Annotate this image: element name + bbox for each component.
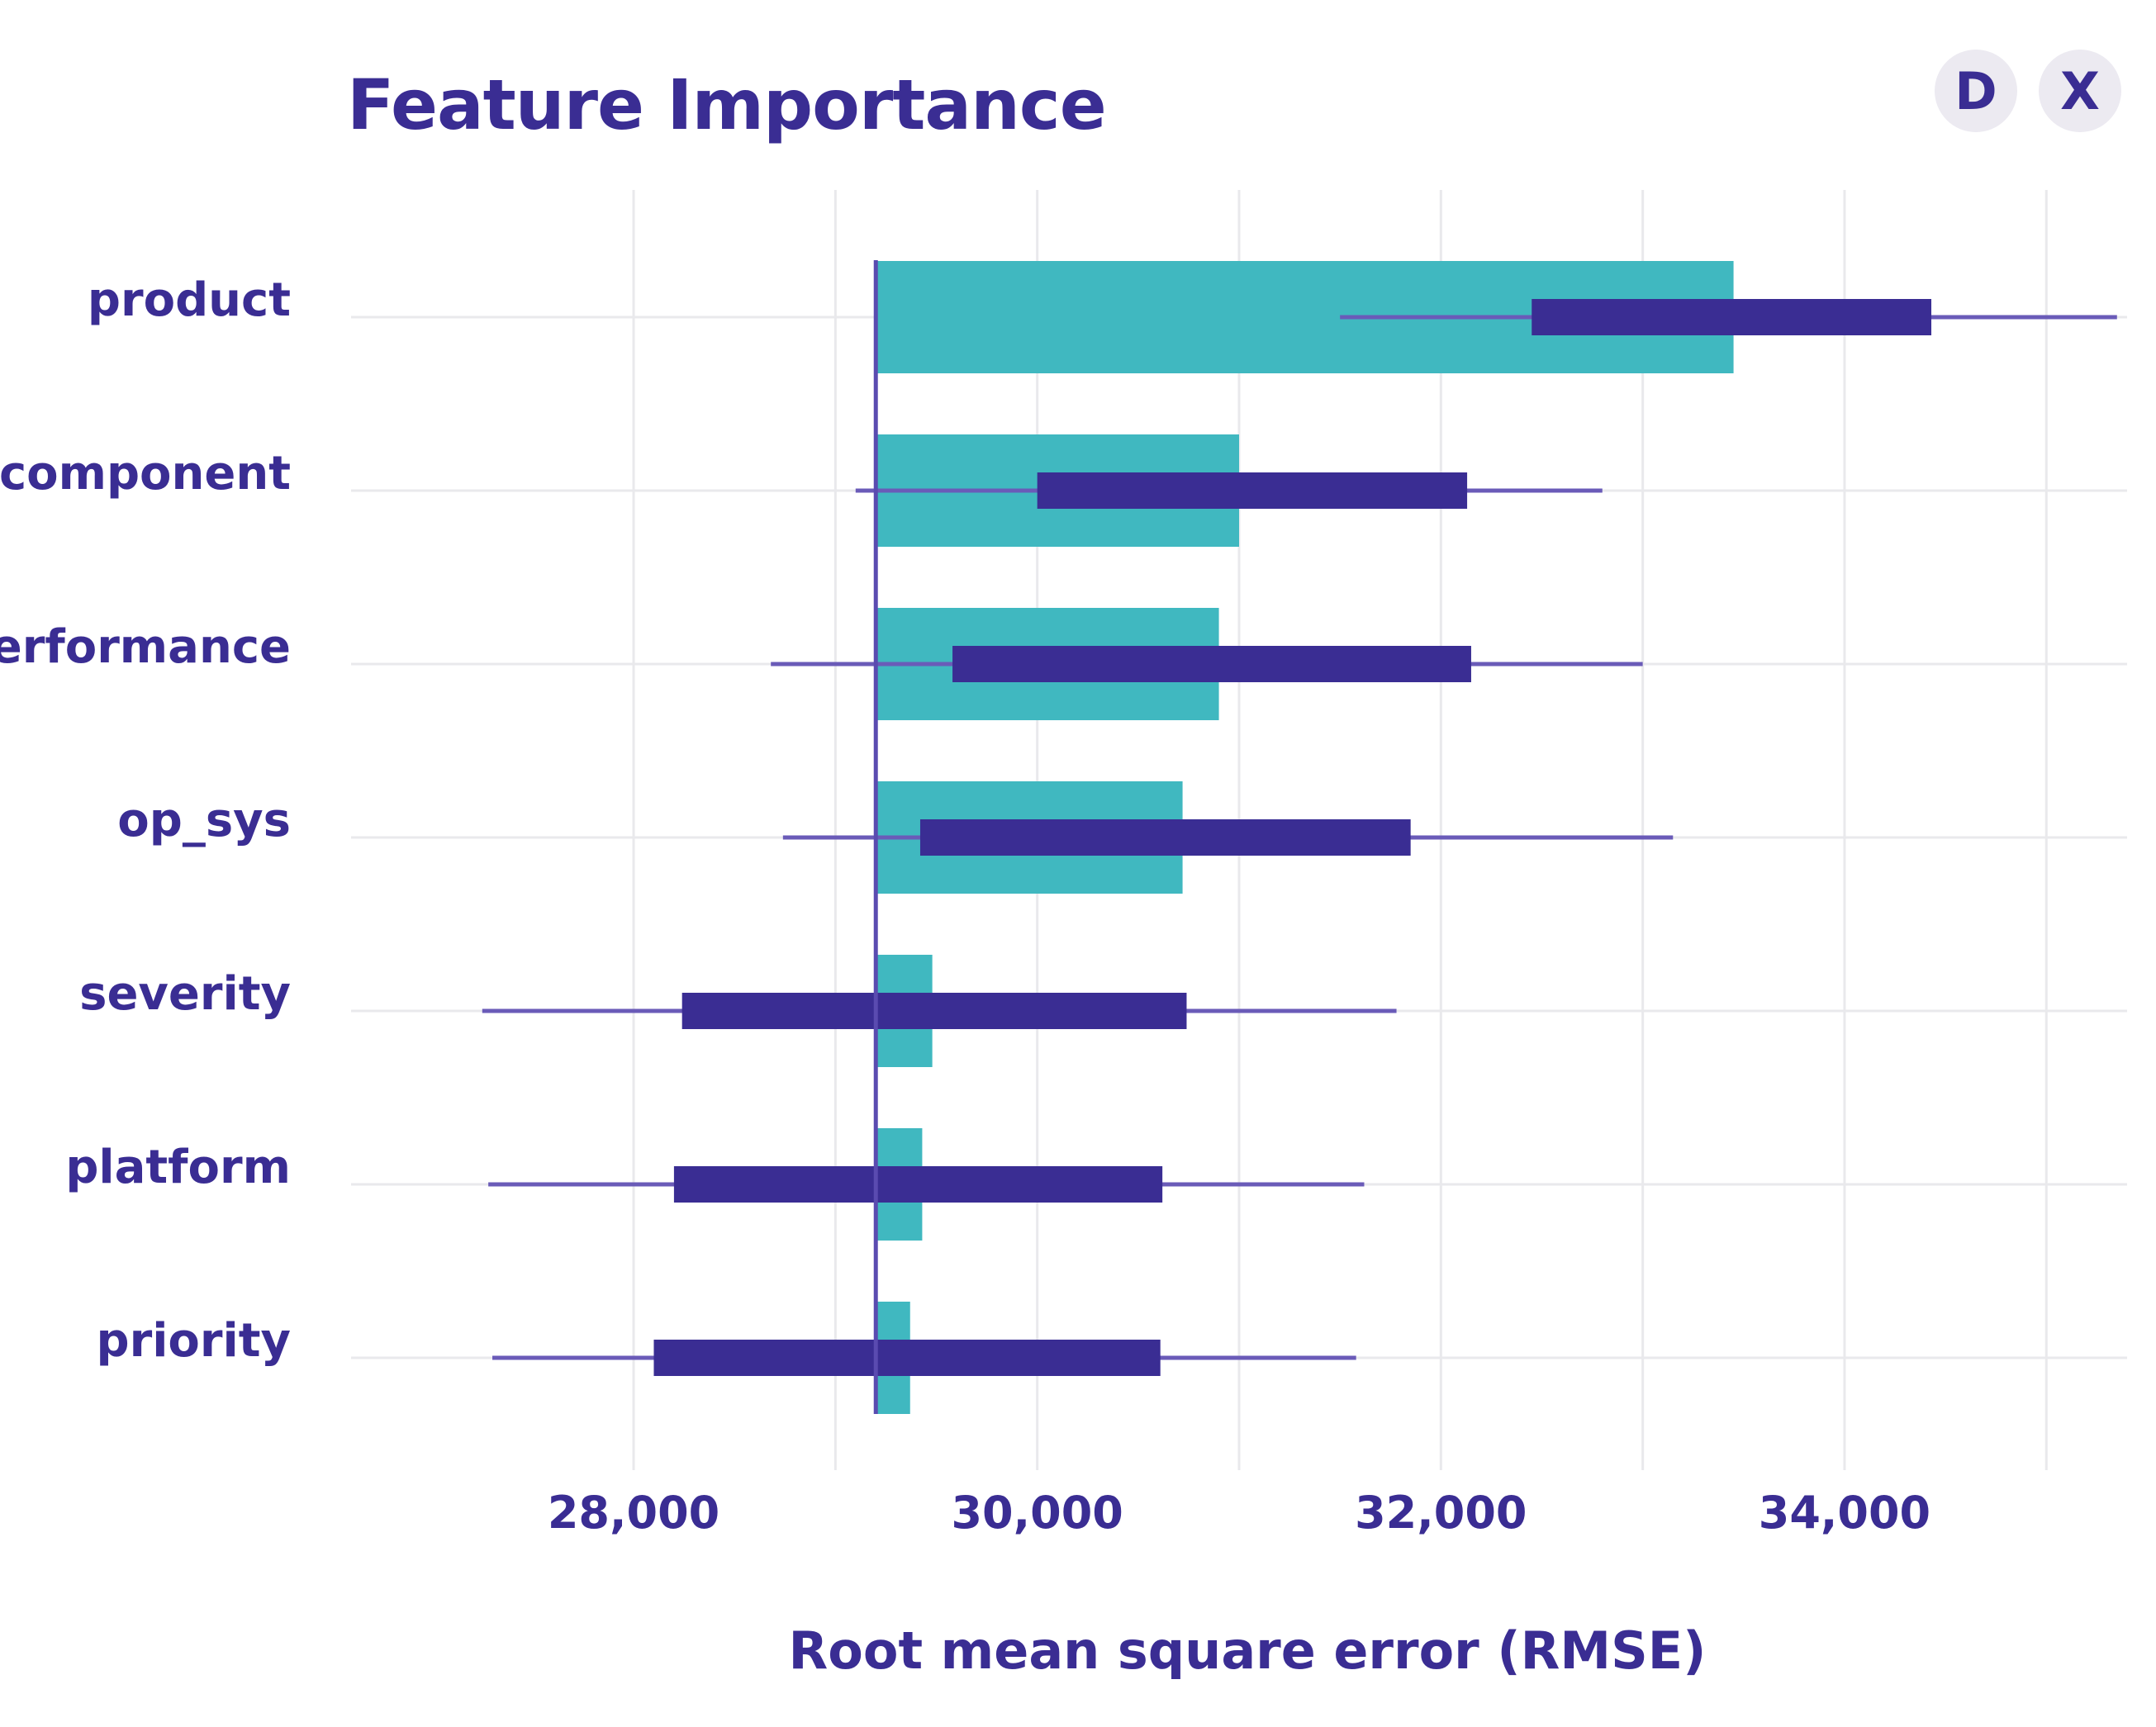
- y-tick-label: priority: [97, 1314, 291, 1368]
- intervals: [482, 260, 2117, 1414]
- labels: 28,000 30,000 32,000 34,000 product component…: [0, 273, 1930, 1539]
- interval-op_sys: [919, 819, 1411, 856]
- x-tick-label: 30,000: [951, 1487, 1123, 1539]
- d-button[interactable]: D: [1935, 50, 2017, 132]
- interval-platform: [673, 1166, 1163, 1203]
- interval-product: [1532, 299, 1932, 335]
- x-axis-title: Root mean square error (RMSE): [789, 1620, 1707, 1681]
- y-tick-label: severity: [79, 967, 291, 1021]
- x-tick-label: 28,000: [548, 1487, 719, 1539]
- close-button[interactable]: X: [2039, 50, 2121, 132]
- interval-component: [1037, 472, 1468, 509]
- y-tick-label: component: [0, 447, 291, 501]
- interval-performance: [952, 646, 1471, 682]
- chart-title: Feature Importance: [347, 64, 1107, 145]
- x-tick-label: 32,000: [1355, 1487, 1527, 1539]
- interval-priority: [653, 1340, 1161, 1376]
- y-tick-label: product: [88, 273, 291, 327]
- y-tick-label: platform: [65, 1141, 291, 1194]
- interval-severity: [681, 993, 1187, 1029]
- y-tick-label: performance: [0, 620, 291, 674]
- x-tick-label: 34,000: [1759, 1487, 1930, 1539]
- y-tick-label: op_sys: [117, 794, 291, 847]
